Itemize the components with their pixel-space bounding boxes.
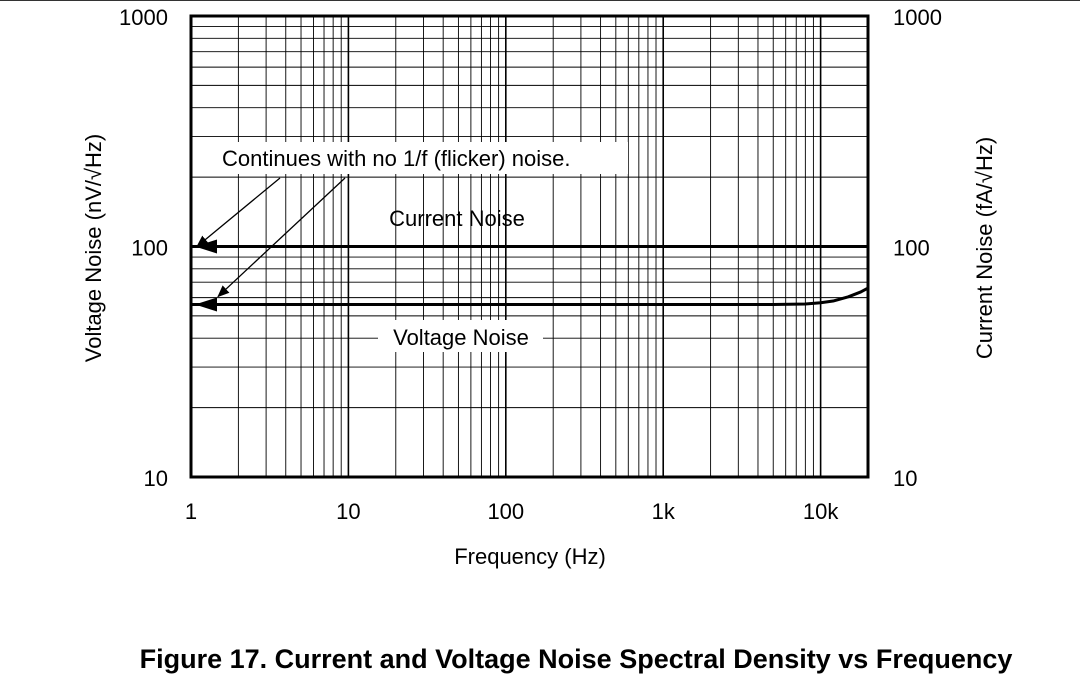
- annotation-layer: Current Noise Voltage Noise Continues with…: [195, 142, 628, 352]
- y-tick-label: 1000: [119, 5, 168, 30]
- series-layer: [191, 245, 869, 307]
- x-tick-label: 1: [185, 499, 197, 524]
- y2-tick-label: 1000: [893, 5, 942, 30]
- x-axis-title: Frequency (Hz): [454, 544, 606, 569]
- series-label-voltage-noise: Voltage Noise: [393, 325, 529, 350]
- series-arrowhead: [195, 297, 217, 312]
- series-label-current-noise: Current Noise: [389, 206, 525, 231]
- annotation-bg: [216, 142, 628, 174]
- x-tick-label: 10k: [803, 499, 839, 524]
- y-tick-label: 10: [144, 466, 168, 491]
- annotation-arrow: [196, 177, 281, 248]
- y2-tick-label: 100: [893, 236, 930, 261]
- figure-caption: Figure 17. Current and Voltage Noise Spe…: [139, 644, 1013, 674]
- y-axis-title: Voltage Noise (nV/√Hz): [81, 134, 106, 363]
- series-arrowhead: [195, 239, 217, 254]
- series-label-bg: [378, 320, 543, 352]
- plot-border: [189, 14, 870, 479]
- x-tick-label: 100: [487, 499, 524, 524]
- annotation-arrow: [217, 177, 346, 298]
- axis-titles: Frequency (Hz) Voltage Noise (nV/√Hz) Curr…: [81, 134, 997, 569]
- tick-labels: 1 10 100 1k 10k 10 100 1000 10 100 1000: [119, 5, 942, 524]
- series-line-voltage-noise: [191, 286, 869, 307]
- y2-tick-label: 10: [893, 466, 917, 491]
- annotation-text: Continues with no 1/f (flicker) noise.: [222, 146, 571, 171]
- top-rule: [0, 0, 1080, 1]
- x-tick-label: 1k: [652, 499, 676, 524]
- plot-frame: [189, 14, 870, 479]
- x-tick-label: 10: [336, 499, 360, 524]
- y-tick-label: 100: [131, 236, 168, 261]
- y2-axis-title: Current Noise (fA/√Hz): [972, 137, 997, 359]
